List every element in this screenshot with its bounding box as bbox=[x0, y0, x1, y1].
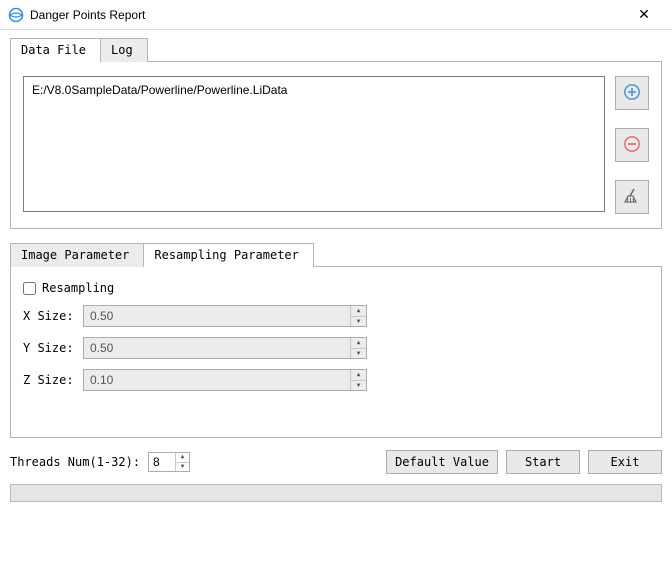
spin-down-icon[interactable]: ▼ bbox=[351, 381, 366, 391]
z-size-label: Z Size: bbox=[23, 373, 83, 387]
exit-button[interactable]: Exit bbox=[588, 450, 662, 474]
x-size-input[interactable] bbox=[84, 306, 350, 326]
default-value-button[interactable]: Default Value bbox=[386, 450, 498, 474]
spin-down-icon[interactable]: ▼ bbox=[351, 317, 366, 327]
bottom-row: Threads Num(1-32): ▲▼ Default Value Star… bbox=[10, 450, 662, 474]
z-size-input[interactable] bbox=[84, 370, 350, 390]
data-file-panel: E:/V8.0SampleData/Powerline/Powerline.Li… bbox=[10, 61, 662, 229]
close-button[interactable]: ✕ bbox=[624, 6, 664, 23]
resampling-checkbox-label: Resampling bbox=[42, 281, 114, 295]
y-size-spinbox[interactable]: ▲▼ bbox=[83, 337, 367, 359]
clear-files-button[interactable] bbox=[615, 180, 649, 214]
tab-resampling-parameter[interactable]: Resampling Parameter bbox=[143, 243, 314, 267]
tabs-params: Image Parameter Resampling Parameter bbox=[10, 243, 662, 267]
file-list[interactable]: E:/V8.0SampleData/Powerline/Powerline.Li… bbox=[23, 76, 605, 212]
spin-up-icon[interactable]: ▲ bbox=[351, 338, 366, 349]
tabs-top: Data File Log bbox=[10, 38, 662, 62]
window-title: Danger Points Report bbox=[30, 8, 624, 22]
plus-icon bbox=[623, 83, 641, 104]
threads-input[interactable] bbox=[149, 453, 175, 471]
broom-icon bbox=[623, 187, 641, 208]
x-size-spinbox[interactable]: ▲▼ bbox=[83, 305, 367, 327]
y-size-input[interactable] bbox=[84, 338, 350, 358]
threads-label: Threads Num(1-32): bbox=[10, 455, 140, 469]
spin-up-icon[interactable]: ▲ bbox=[351, 306, 366, 317]
remove-file-button[interactable] bbox=[615, 128, 649, 162]
start-button[interactable]: Start bbox=[506, 450, 580, 474]
titlebar: Danger Points Report ✕ bbox=[0, 0, 672, 30]
z-size-spinbox[interactable]: ▲▼ bbox=[83, 369, 367, 391]
spin-down-icon[interactable]: ▼ bbox=[351, 349, 366, 359]
resampling-checkbox[interactable] bbox=[23, 282, 36, 295]
spin-up-icon[interactable]: ▲ bbox=[351, 370, 366, 381]
file-list-item[interactable]: E:/V8.0SampleData/Powerline/Powerline.Li… bbox=[32, 83, 596, 97]
spin-up-icon[interactable]: ▲ bbox=[176, 453, 189, 463]
tab-log[interactable]: Log bbox=[100, 38, 148, 62]
x-size-label: X Size: bbox=[23, 309, 83, 323]
dialog-body: Data File Log E:/V8.0SampleData/Powerlin… bbox=[0, 30, 672, 510]
y-size-label: Y Size: bbox=[23, 341, 83, 355]
tab-data-file[interactable]: Data File bbox=[10, 38, 101, 62]
resampling-panel: Resampling X Size: ▲▼ Y Size: ▲▼ Z Size: bbox=[10, 266, 662, 438]
progress-bar bbox=[10, 484, 662, 502]
threads-spinbox[interactable]: ▲▼ bbox=[148, 452, 190, 472]
app-icon bbox=[8, 7, 24, 23]
minus-icon bbox=[623, 135, 641, 156]
tab-image-parameter[interactable]: Image Parameter bbox=[10, 243, 144, 267]
spin-down-icon[interactable]: ▼ bbox=[176, 463, 189, 472]
file-button-column bbox=[615, 76, 649, 214]
add-file-button[interactable] bbox=[615, 76, 649, 110]
